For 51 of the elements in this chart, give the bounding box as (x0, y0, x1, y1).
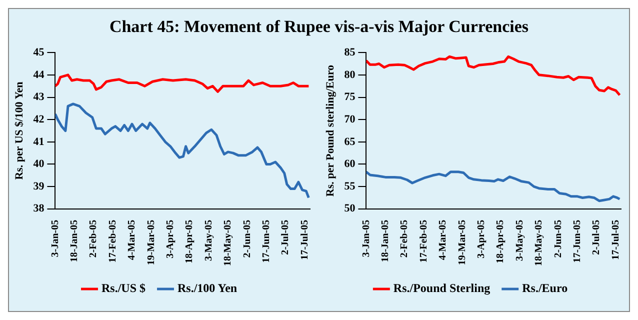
x-tick-label: 3-Apr-05 (164, 220, 176, 258)
y-tick-label: 85 (344, 46, 356, 58)
x-tick-label: 2-Jul-05 (280, 220, 292, 255)
y-tick-label: 41 (33, 136, 44, 148)
x-tick-label: 17-Jun-05 (261, 220, 272, 263)
x-tick-label: 3-May-05 (514, 220, 526, 262)
chart-title: Chart 45: Movement of Rupee vis-a-vis Major Currencies (108, 17, 530, 38)
y-tick-label: 75 (344, 91, 356, 104)
y-tick-label: 60 (344, 158, 356, 170)
x-tick-label: 17-Feb-05 (107, 220, 118, 263)
x-tick-label: 3-Jan-05 (360, 220, 372, 258)
y-tick-label: 38 (33, 202, 45, 215)
x-tick-label: 18-Apr-05 (184, 220, 196, 264)
x-tick-label: 18-Apr-05 (495, 220, 506, 264)
y-tick-label: 43 (33, 91, 45, 104)
x-tick-label: 4-Mar-05 (126, 220, 138, 260)
x-tick-label: 2-Jun-05 (242, 220, 253, 258)
x-tick-label: 19-Mar-05 (146, 220, 157, 266)
y-axis-title: Rs. per US $/100 Yen (13, 82, 26, 180)
x-tick-label: 17-Feb-05 (418, 220, 430, 263)
y-tick-label: 55 (344, 180, 356, 192)
y-tick-label: 39 (33, 180, 45, 192)
y-tick-label: 65 (344, 136, 356, 148)
x-tick-label: 2-Jun-05 (552, 220, 564, 258)
x-tick-label: 18-Jan-05 (68, 220, 80, 262)
x-tick-label: 2-Jul-05 (591, 220, 602, 255)
x-tick-label: 2-Feb-05 (88, 220, 100, 258)
legend-label: Rs./100 Yen (178, 281, 238, 296)
x-tick-label: 17-Jul-05 (299, 220, 310, 260)
legend-label: Rs./Euro (522, 281, 568, 296)
x-tick-label: 18-May-05 (534, 220, 545, 266)
x-tick-label: 2-Feb-05 (399, 220, 410, 258)
y-tick-label: 40 (33, 158, 45, 170)
y-tick-label: 80 (344, 68, 356, 81)
y-tick-label: 42 (33, 113, 45, 126)
legend-label: Rs./US $ (101, 281, 146, 296)
x-tick-label: 17-Jun-05 (572, 220, 584, 263)
x-tick-label: 18-Jan-05 (380, 220, 391, 262)
legend-label: Rs./Pound Sterling (393, 281, 490, 296)
x-tick-label: 17-Jul-05 (610, 220, 622, 260)
y-tick-label: 50 (344, 202, 356, 215)
x-tick-label: 3-May-05 (203, 220, 214, 262)
y-axis-title: Rs. per Pound sterling/Euro (324, 64, 336, 197)
x-tick-label: 19-Mar-05 (456, 220, 468, 266)
x-tick-label: 3-Apr-05 (476, 220, 487, 258)
y-tick-label: 70 (344, 113, 356, 126)
y-tick-label: 44 (33, 68, 45, 81)
y-tick-label: 45 (33, 46, 45, 58)
x-tick-label: 3-Jan-05 (50, 220, 61, 258)
x-tick-label: 4-Mar-05 (438, 220, 449, 260)
x-tick-label: 18-May-05 (222, 220, 234, 266)
